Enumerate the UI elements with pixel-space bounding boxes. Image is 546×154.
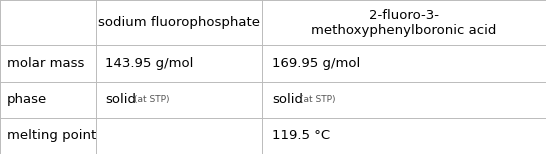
Text: 143.95 g/mol: 143.95 g/mol — [105, 57, 194, 70]
Text: 169.95 g/mol: 169.95 g/mol — [272, 57, 360, 70]
Text: 2-fluoro-3-
methoxyphenylboronic acid: 2-fluoro-3- methoxyphenylboronic acid — [311, 9, 497, 37]
Text: molar mass: molar mass — [7, 57, 84, 70]
Text: (at STP): (at STP) — [300, 95, 336, 104]
Text: sodium fluorophosphate: sodium fluorophosphate — [98, 16, 260, 29]
Text: phase: phase — [7, 93, 47, 106]
Text: solid: solid — [105, 93, 136, 106]
Text: melting point: melting point — [7, 129, 96, 142]
Text: solid: solid — [272, 93, 303, 106]
Text: (at STP): (at STP) — [134, 95, 169, 104]
Text: 119.5 °C: 119.5 °C — [272, 129, 330, 142]
